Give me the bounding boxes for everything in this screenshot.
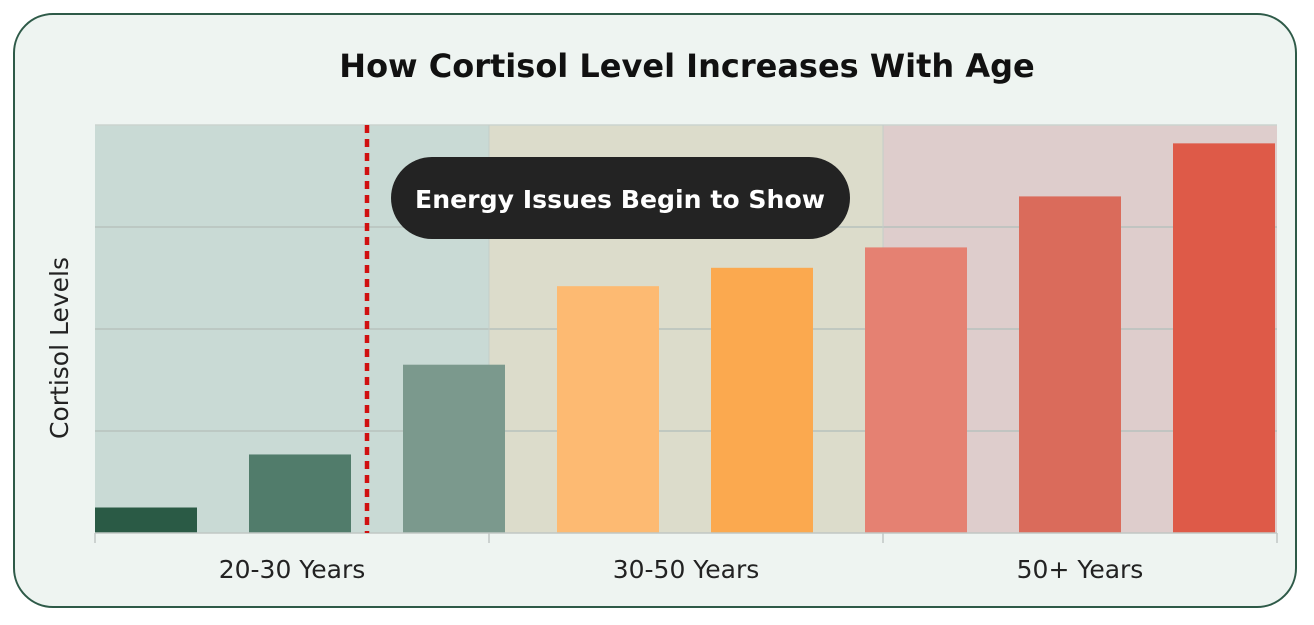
bar-3 [403, 364, 505, 533]
bar-1 [95, 507, 197, 533]
annotation-label: Energy Issues Begin to Show [391, 157, 850, 239]
bar-6 [865, 247, 967, 533]
x-tick-label: 20-30 Years [219, 555, 366, 584]
annotation-pill [391, 157, 850, 239]
bar-7 [1019, 196, 1121, 533]
x-tick-label: 50+ Years [1017, 555, 1144, 584]
bar-5 [711, 267, 813, 533]
chart-title: How Cortisol Level Increases With Age [339, 47, 1035, 85]
bars [95, 143, 1275, 534]
bar-8 [1173, 143, 1275, 534]
bar-4 [557, 286, 659, 533]
annotation-text: Energy Issues Begin to Show [415, 185, 825, 214]
x-tick-label: 30-50 Years [613, 555, 760, 584]
y-axis-label: Cortisol Levels [45, 257, 74, 439]
bar-2 [249, 454, 351, 533]
x-axis: 20-30 Years 30-50 Years 50+ Years [94, 532, 1278, 584]
